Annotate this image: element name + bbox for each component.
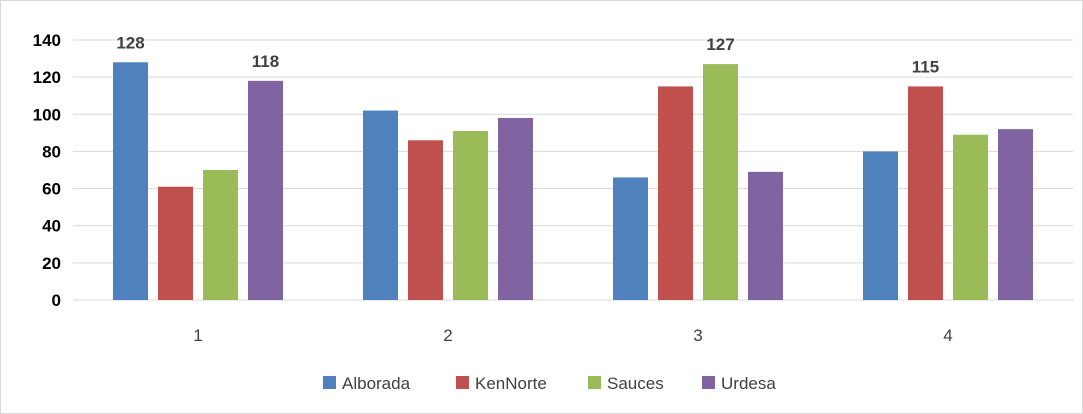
y-tick-label: 20 [42, 254, 61, 273]
legend-label: KenNorte [475, 374, 547, 393]
bars [113, 62, 1033, 301]
bar-alborada-2 [363, 110, 398, 300]
bar-kennorte-1 [158, 186, 193, 300]
bar-alborada-3 [613, 177, 648, 300]
bar-sauces-3 [703, 64, 738, 301]
legend-label: Alborada [342, 374, 411, 393]
x-tick-label: 1 [193, 326, 202, 345]
x-tick-label: 2 [443, 326, 452, 345]
y-tick-label: 0 [52, 291, 61, 310]
y-tick-label: 120 [33, 68, 61, 87]
data-label: 118 [252, 52, 279, 71]
bar-kennorte-3 [658, 86, 693, 300]
data-label: 115 [912, 57, 939, 76]
bar-urdesa-4 [998, 129, 1033, 300]
gridlines [73, 39, 1073, 301]
legend-item-urdesa: Urdesa [702, 374, 776, 393]
bar-alborada-4 [863, 151, 898, 300]
y-tick-label: 40 [42, 217, 61, 236]
legend-item-alborada: Alborada [323, 374, 411, 393]
y-tick-label: 100 [33, 105, 61, 124]
legend-label: Sauces [607, 374, 664, 393]
bar-urdesa-2 [498, 118, 533, 300]
bar-urdesa-1 [248, 80, 283, 300]
x-axis: 1 2 3 4 [193, 326, 952, 345]
bar-urdesa-3 [748, 171, 783, 300]
legend: Alborada KenNorte Sauces Urdesa [323, 374, 776, 393]
legend-swatch [456, 376, 469, 389]
legend-item-sauces: Sauces [588, 374, 664, 393]
bar-alborada-1 [113, 62, 148, 301]
y-axis: 0 20 40 60 80 100 120 140 [33, 31, 61, 310]
y-tick-label: 80 [42, 142, 61, 161]
bar-kennorte-4 [908, 86, 943, 300]
bar-sauces-1 [203, 170, 238, 300]
legend-swatch [702, 376, 715, 389]
legend-item-kennorte: KenNorte [456, 374, 547, 393]
x-tick-label: 4 [943, 326, 952, 345]
y-tick-label: 140 [33, 31, 61, 50]
data-label: 127 [706, 35, 734, 54]
data-label: 128 [116, 33, 144, 52]
data-labels: 128 118 127 115 [116, 33, 939, 76]
legend-swatch [588, 376, 601, 389]
legend-label: Urdesa [721, 374, 776, 393]
y-tick-label: 60 [42, 180, 61, 199]
bar-sauces-2 [453, 131, 488, 300]
bar-sauces-4 [953, 134, 988, 300]
bar-kennorte-2 [408, 140, 443, 300]
x-tick-label: 3 [693, 326, 702, 345]
legend-swatch [323, 376, 336, 389]
